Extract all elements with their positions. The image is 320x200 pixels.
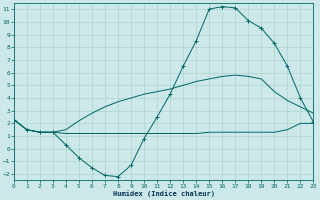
X-axis label: Humidex (Indice chaleur): Humidex (Indice chaleur)	[113, 190, 215, 197]
